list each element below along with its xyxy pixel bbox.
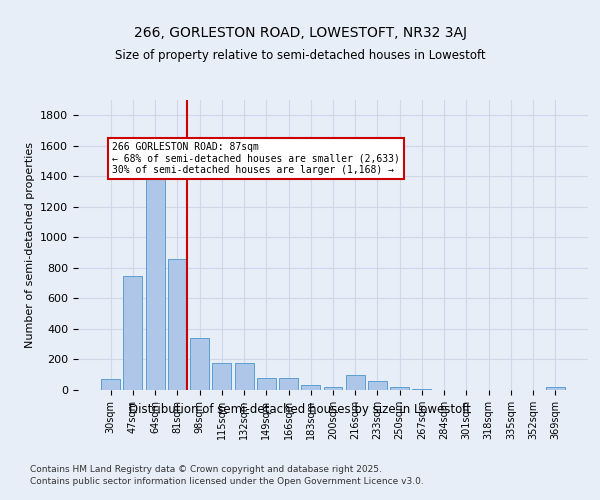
Bar — [168, 258, 187, 390]
Bar — [346, 374, 365, 390]
Bar — [390, 387, 409, 390]
Bar — [368, 381, 387, 390]
Bar — [412, 389, 431, 390]
Bar — [146, 168, 164, 390]
Text: 266, GORLESTON ROAD, LOWESTOFT, NR32 3AJ: 266, GORLESTON ROAD, LOWESTOFT, NR32 3AJ — [133, 26, 467, 40]
Text: Distribution of semi-detached houses by size in Lowestoft: Distribution of semi-detached houses by … — [129, 402, 471, 415]
Bar — [101, 378, 120, 390]
Bar — [279, 378, 298, 390]
Text: Size of property relative to semi-detached houses in Lowestoft: Size of property relative to semi-detach… — [115, 50, 485, 62]
Text: 266 GORLESTON ROAD: 87sqm
← 68% of semi-detached houses are smaller (2,633)
30% : 266 GORLESTON ROAD: 87sqm ← 68% of semi-… — [112, 142, 400, 175]
Text: Contains HM Land Registry data © Crown copyright and database right 2025.: Contains HM Land Registry data © Crown c… — [30, 465, 382, 474]
Bar — [546, 387, 565, 390]
Bar — [323, 387, 343, 390]
Bar — [257, 378, 276, 390]
Text: Contains public sector information licensed under the Open Government Licence v3: Contains public sector information licen… — [30, 478, 424, 486]
Bar — [235, 364, 254, 390]
Y-axis label: Number of semi-detached properties: Number of semi-detached properties — [25, 142, 35, 348]
Bar — [190, 338, 209, 390]
Bar — [212, 364, 231, 390]
Bar — [124, 276, 142, 390]
Bar — [301, 386, 320, 390]
